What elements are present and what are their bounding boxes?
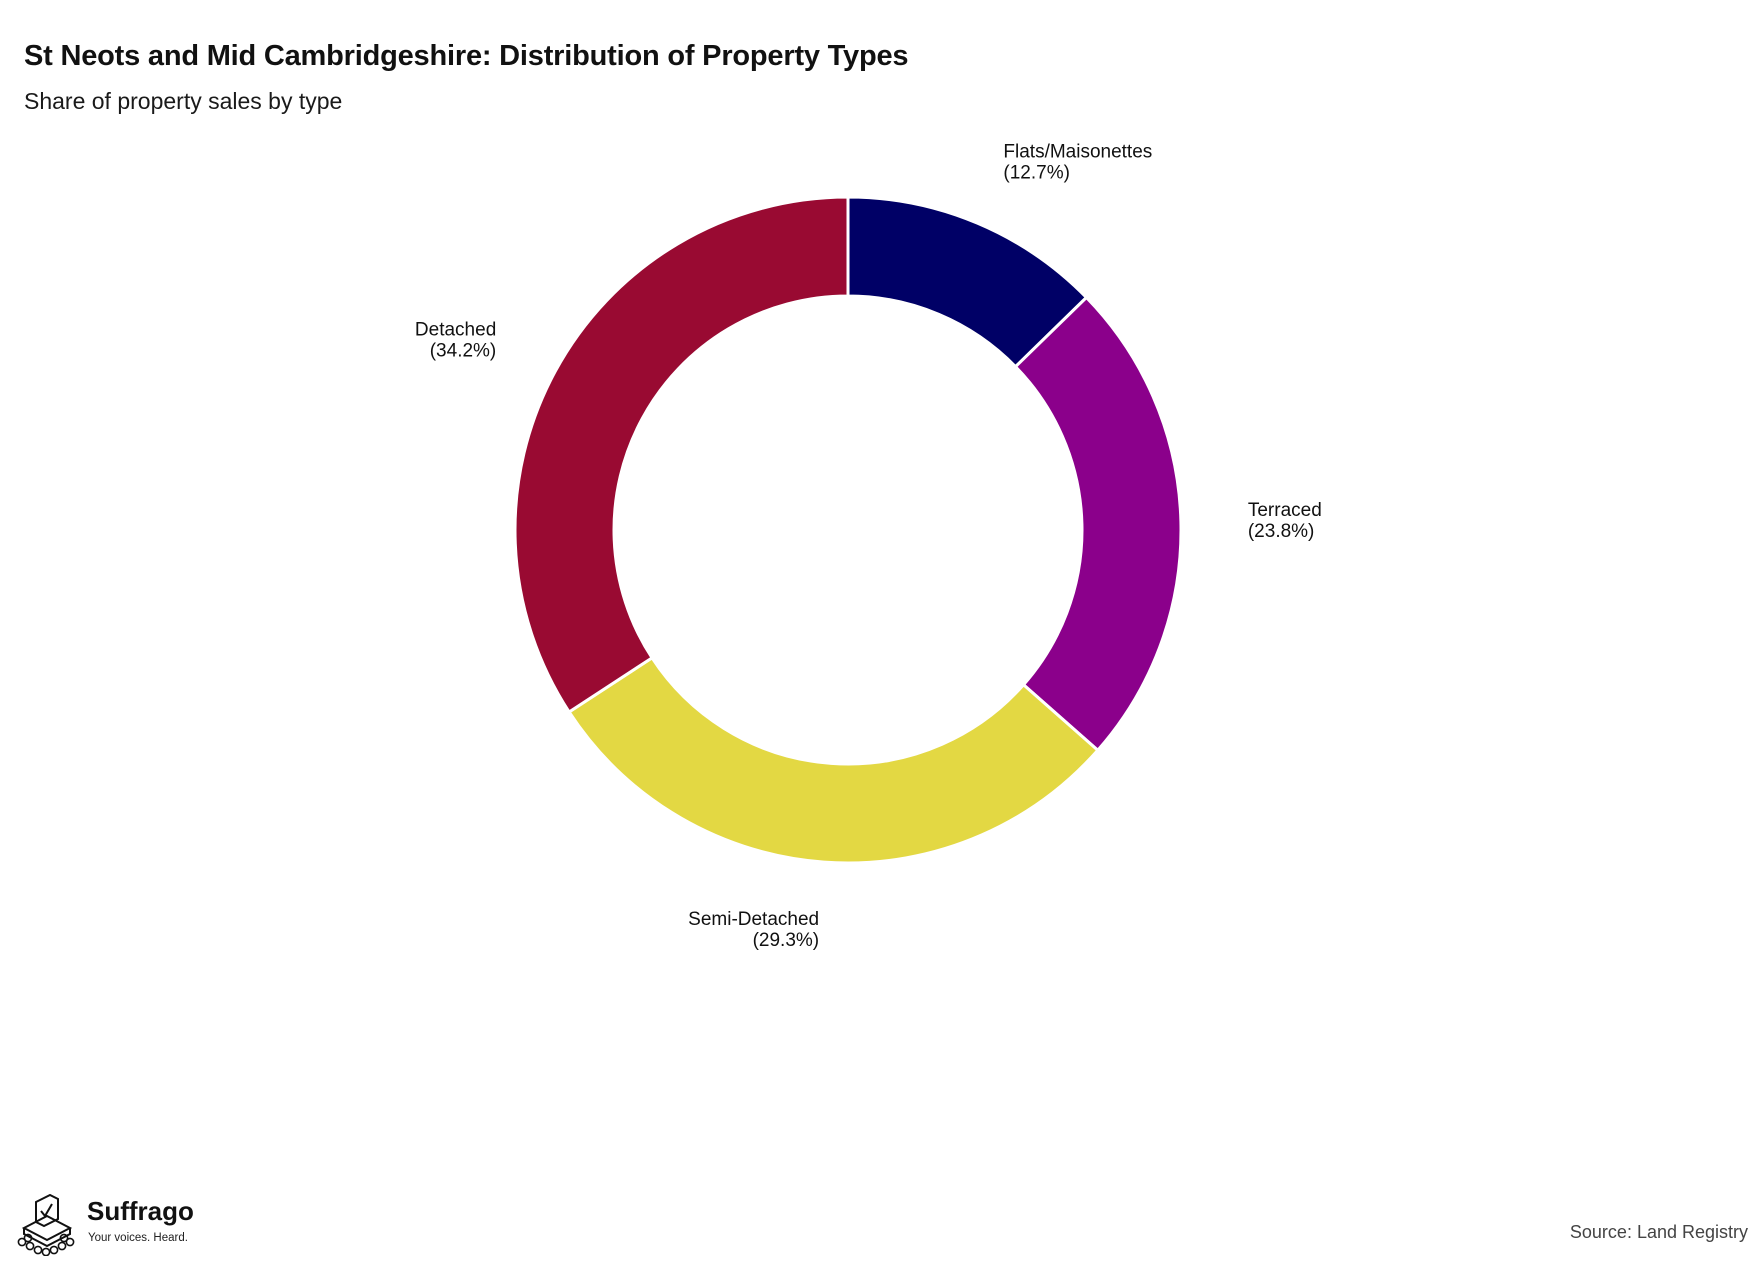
chart-subtitle: Share of property sales by type <box>24 88 343 114</box>
slice-label-terraced: Terraced (23.8%) <box>1248 500 1322 542</box>
source-note: Source: Land Registry <box>1569 1222 1748 1242</box>
slice-label-flats-maisonettes: Flats/Maisonettes (12.7%) <box>1003 141 1152 183</box>
slice-label-percent: (29.3%) <box>753 930 820 951</box>
slice-terraced <box>1013 295 1183 753</box>
slice-semi-detached <box>567 655 1100 865</box>
slice-label-percent: (12.7%) <box>1003 162 1070 183</box>
slice-label-detached: Detached (34.2%) <box>415 320 496 362</box>
brand-name: Suffrago <box>87 1196 194 1226</box>
chart-title: St Neots and Mid Cambridgeshire: Distrib… <box>24 40 909 72</box>
brand-logo-block: Suffrago Your voices. Heard. <box>14 1192 214 1256</box>
slice-label-name: Terraced <box>1248 500 1322 521</box>
slices-layer <box>513 195 1183 865</box>
labels-layer: Flats/Maisonettes (12.7%) Terraced (23.8%) S… <box>415 141 1322 951</box>
brand-tagline: Your voices. Heard. <box>88 1232 188 1244</box>
slice-detached <box>513 195 850 715</box>
ballot-box-icon <box>17 1194 75 1256</box>
slice-label-name: Semi-Detached <box>688 909 819 930</box>
slice-label-name: Detached <box>415 320 496 341</box>
slice-label-percent: (34.2%) <box>430 341 497 362</box>
slice-label-name: Flats/Maisonettes <box>1003 141 1152 162</box>
donut-chart: Flats/Maisonettes (12.7%) Terraced (23.8%) S… <box>415 141 1322 951</box>
slice-label-percent: (23.8%) <box>1248 521 1315 542</box>
slice-label-semi-detached: Semi-Detached (29.3%) <box>688 909 819 951</box>
